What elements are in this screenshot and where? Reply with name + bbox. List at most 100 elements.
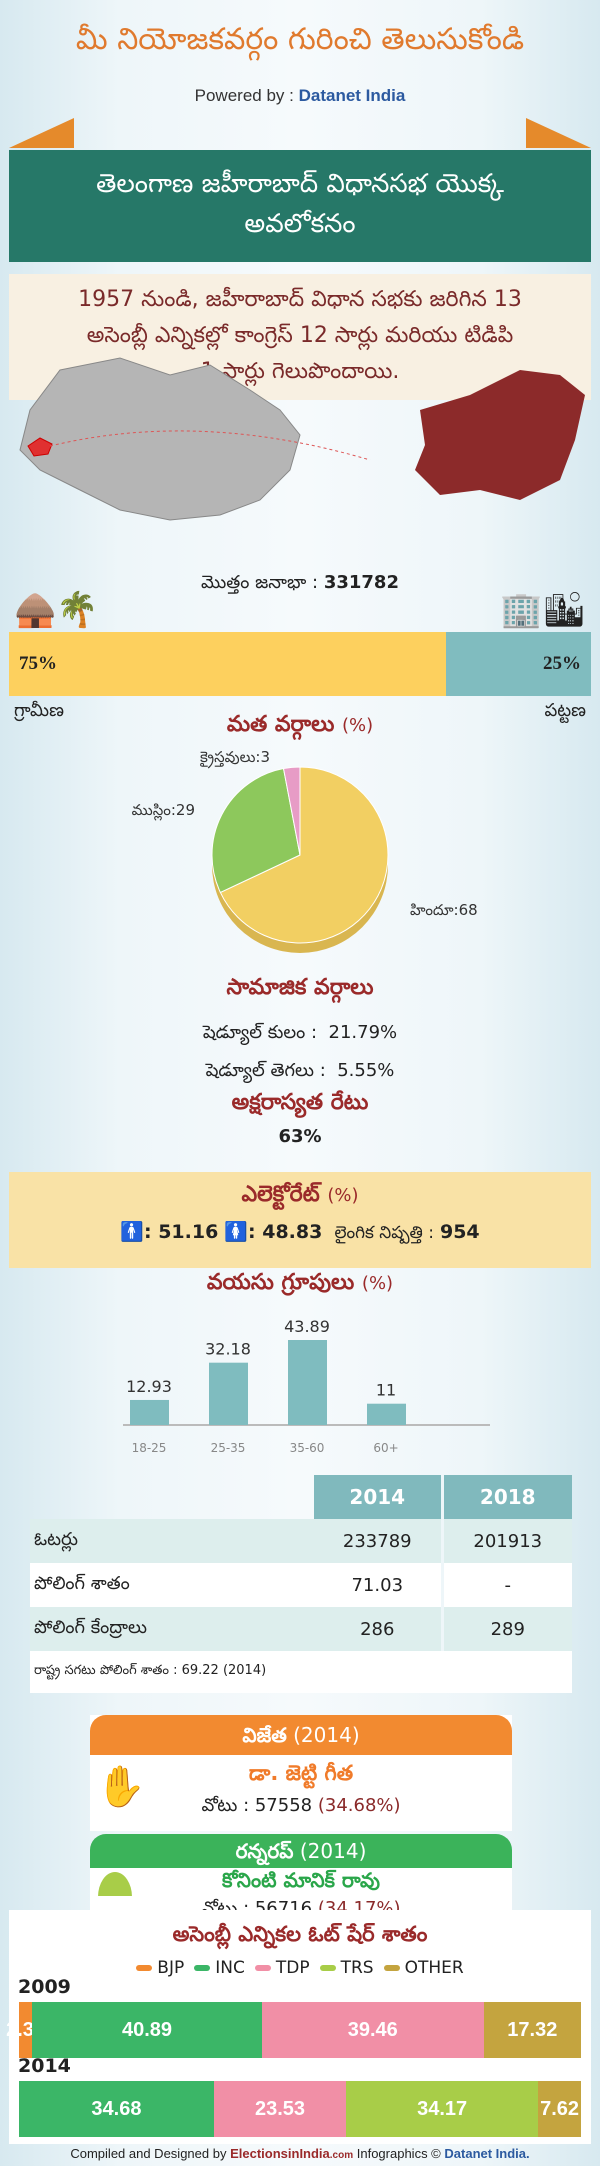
intro-line: అసెంబ్లీ ఎన్నికల్లో కాంగ్రెస్ 12 సార్లు … (86, 323, 514, 348)
ribbon-fold-left (9, 118, 74, 148)
legend-item: TRS (319, 1958, 374, 1978)
year-header: 2014 (314, 1475, 444, 1519)
winner-votes-label: వోటు : 57558 (201, 1795, 313, 1816)
vote-share-bar: 2.33 40.89 39.46 17.32 (6, 2002, 581, 2058)
legend-swatch (254, 1965, 271, 1971)
footer-brand: Datanet India. (444, 2146, 530, 2161)
legend-label: OTHER (404, 1958, 464, 1978)
winner-votes: వోటు : 57558 (34.68%) (90, 1795, 512, 1820)
runnerup-title: రన్నరప్ (235, 1839, 294, 1863)
pie-slice (282, 766, 301, 856)
powered-brand: Datanet India (298, 86, 406, 105)
vote-share-title: అసెంబ్లీ ఎన్నికల ఓట్ షేర్ శాతం (172, 1922, 428, 1946)
age-bar (130, 1399, 169, 1425)
legend-swatch (319, 1965, 336, 1971)
literacy-value: 63% (278, 1126, 322, 1147)
intro-line: 1957 నుండి, జహీరాబాద్ విధాన సభకు జరిగిన … (78, 287, 522, 312)
table-row: పోలింగ్ కేంద్రాలు 286 289 (30, 1607, 572, 1651)
vote-share-segment-tdp: 23.53 (213, 2081, 347, 2137)
legend-swatch (194, 1965, 211, 1971)
footer-compiled: Compiled and Designed by (70, 2146, 227, 2161)
cell-2014: 286 (314, 1607, 444, 1651)
row-label: పోలింగ్ కేంద్రాలు (30, 1607, 314, 1651)
powered-by: Powered by : Datanet India (0, 86, 600, 106)
ribbon-fold-right (526, 118, 591, 148)
buildings-icon: 🏢🏙 (500, 590, 586, 630)
pointer-line (49, 430, 371, 461)
constituency-highlight (27, 437, 53, 457)
state-avg-note: రాష్ట్ర సగటు పోలింగ్ శాతం : 69.22 (2014) (30, 1651, 572, 1693)
electorate-title-text: ఎలెక్టోరేట్ (241, 1182, 320, 1207)
st-label: షెడ్యూల్ తెగలు : (205, 1060, 326, 1081)
pie-slice (211, 767, 301, 894)
female-pct: : 48.83 (248, 1221, 323, 1243)
table-header-row: 2014 2018 (30, 1475, 572, 1519)
runnerup-card: రన్నరప్ (2014) కోనింటి మానిక్ రావు వోటు … (90, 1834, 512, 1925)
constituency-banner: తెలంగాణ జహీరాబాద్ విధానసభ యొక్క అవలోకనం (9, 150, 591, 262)
bar-value-label: 11 (376, 1381, 396, 1400)
bar-value-label: 32.18 (205, 1340, 251, 1359)
age-title-unit: (%) (361, 1273, 394, 1294)
winner-name: డా. జెట్టి గీత (248, 1761, 354, 1785)
rural-segment: 75% (9, 632, 446, 696)
footer-site-tld: .com (329, 2150, 354, 2161)
winner-header: విజేత (2014) (90, 1715, 512, 1755)
turnout-table: 2014 2018 ఓటర్లు 233789 201913 పోలింగ్ శాతం… (30, 1475, 572, 1693)
sc-label: షెడ్యూల్ కులం : (202, 1022, 318, 1043)
male-icon: 🚹 (120, 1221, 144, 1243)
table-row: పోలింగ్ శాతం 71.03- (30, 1563, 572, 1607)
religion-title: మత వర్గాలు (%) (0, 712, 600, 742)
religion-pie-chart: హిందూ:68 ముస్లిం:29 క్రైస్తవులు:3 (132, 748, 478, 953)
literacy-title: అక్షరాస్యత రేటు (231, 1090, 369, 1115)
vote-share-legend: BJP INC TDP TRS OTHER (0, 1958, 600, 1978)
age-bar (209, 1362, 248, 1425)
page-title: మీ నియోజకవర్గం గురించి తెలుసుకోండి (75, 22, 525, 57)
banner-line: తెలంగాణ జహీరాబాద్ విధానసభ యొక్క (96, 169, 504, 199)
hut-icon: 🛖🌴 (14, 590, 99, 630)
population-label: మొత్తం జనాభా : (201, 572, 319, 593)
sex-ratio-label: లైంగిక నిష్పత్తి : (334, 1223, 434, 1243)
st-value: 5.55% (337, 1060, 395, 1081)
rural-pct: 75% (19, 653, 57, 674)
x-tick-label: 18-25 (132, 1441, 167, 1455)
winner-pct: (34.68%) (317, 1795, 401, 1816)
legend-label: TRS (340, 1958, 374, 1978)
age-title-text: వయసు గ్రూపులు (206, 1270, 355, 1295)
urban-segment: 25% (445, 632, 591, 696)
st-stat: షెడ్యూల్ తెగలు : 5.55% (0, 1060, 600, 1085)
religion-unit: (%) (342, 715, 374, 736)
row-label: పోలింగ్ శాతం (30, 1563, 314, 1607)
vote-share-segment-inc: 40.89 (32, 2002, 262, 2058)
table-row: ఓటర్లు 233789 201913 (30, 1519, 572, 1563)
legend-label: INC (215, 1958, 245, 1978)
vote-share-segment-bjp: 2.33 (6, 2002, 45, 2058)
footer-infographics: Infographics © (356, 2146, 441, 2161)
runnerup-name: కోనింటి మానిక్ రావు (221, 1868, 380, 1892)
bar-value-label: 43.89 (284, 1317, 330, 1336)
pie-slice (219, 766, 389, 944)
electorate-unit: (%) (327, 1185, 359, 1206)
constituency-map (19, 357, 585, 521)
age-bar (288, 1340, 327, 1425)
vote-share-year: 2014 (18, 2055, 71, 2077)
x-tick-label: 60+ (373, 1441, 398, 1455)
vote-share-segment-other: 17.32 (483, 2002, 581, 2058)
legend-swatch (136, 1965, 153, 1971)
female-icon: 🚺 (224, 1221, 249, 1243)
population-bar: 75% 25% (9, 632, 591, 696)
legend-label: TDP (275, 1958, 310, 1978)
year-header: 2018 (442, 1475, 572, 1519)
pie-label: హిందూ:68 (410, 901, 478, 919)
legend-item: TDP (254, 1958, 310, 1978)
sc-value: 21.79% (328, 1022, 398, 1043)
x-tick-label: 25-35 (211, 1441, 246, 1455)
table-note-row: రాష్ట్ర సగటు పోలింగ్ శాతం : 69.22 (2014) (30, 1651, 572, 1693)
social-title: సామాజిక వర్గాలు (226, 975, 374, 1000)
legend-item: BJP (136, 1958, 184, 1978)
footer: Compiled and Designed by ElectionsinIndi… (0, 2146, 600, 2161)
vote-share-bar: 34.68 23.53 34.17 7.62 (19, 2081, 581, 2137)
banner-line: అవలోకనం (244, 209, 356, 239)
cell-2018: 201913 (442, 1519, 572, 1563)
legend-item: OTHER (383, 1958, 464, 1978)
vote-share-segment-tdp: 39.46 (261, 2002, 484, 2058)
